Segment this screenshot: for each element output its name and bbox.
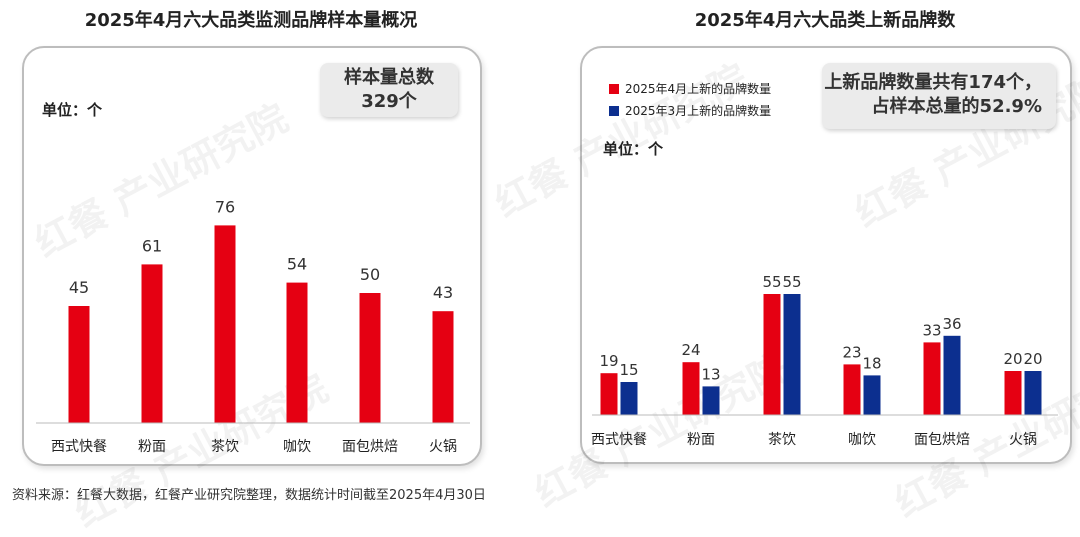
category-label: 面包烘焙 [342, 439, 398, 455]
category-label: 火锅 [1009, 432, 1037, 448]
bar [432, 311, 454, 423]
bar [141, 264, 163, 423]
bar-april [682, 362, 700, 415]
category-label: 咖饮 [848, 432, 876, 448]
chart1-title: 2025年4月六大品类监测品牌样本量概况 [84, 10, 418, 31]
legend-label: 2025年4月上新的品牌数量 [625, 82, 772, 96]
chart2-title: 2025年4月六大品类上新品牌数 [694, 10, 956, 31]
data-label: 33 [922, 321, 941, 339]
category-label: 粉面 [687, 432, 715, 448]
category-label: 火锅 [429, 439, 457, 455]
bar-april [600, 373, 618, 415]
source-note: 资料来源：红餐大数据，红餐产业研究院整理，数据统计时间截至2025年4月30日 [12, 488, 486, 503]
data-label: 76 [215, 197, 235, 216]
data-label: 20 [1023, 350, 1042, 368]
data-label: 24 [681, 341, 700, 359]
bar [359, 293, 381, 423]
data-label: 45 [69, 278, 89, 297]
bar-march [1024, 371, 1042, 415]
chart1-total-callout: 样本量总数 329个 [320, 63, 458, 117]
legend-label: 2025年3月上新的品牌数量 [625, 104, 772, 118]
bar-march [620, 382, 638, 415]
legend-item-april: 2025年4月上新的品牌数量 [609, 80, 771, 97]
bar-march [863, 375, 881, 415]
chart1-svg: 45 西式快餐 61 粉面 76 茶饮 54 咖饮 50 面包烘焙 43 火锅 [36, 197, 470, 455]
data-label: 61 [142, 236, 162, 255]
category-label: 西式快餐 [591, 432, 647, 448]
callout-line: 上新品牌数量共有174个， [824, 72, 1042, 93]
bar-march [783, 294, 801, 415]
legend-item-march: 2025年3月上新的品牌数量 [609, 102, 771, 119]
data-label: 43 [433, 283, 453, 302]
bar-march [943, 335, 961, 415]
data-label: 55 [782, 273, 801, 291]
data-label: 23 [842, 343, 861, 361]
bar-april [763, 294, 781, 415]
legend-swatch-red [609, 84, 619, 94]
category-label: 茶饮 [211, 439, 239, 455]
data-label: 19 [599, 352, 618, 370]
data-label: 18 [862, 354, 881, 372]
category-label: 粉面 [138, 439, 166, 455]
bar-april [923, 342, 941, 415]
data-label: 55 [762, 273, 781, 291]
chart2-unit-label: 单位：个 [603, 140, 664, 158]
bar-march [702, 386, 720, 415]
callout-line: 样本量总数 [344, 67, 434, 88]
category-label: 咖饮 [283, 439, 311, 455]
chart1-unit-label: 单位：个 [42, 101, 103, 119]
legend-swatch-blue [609, 106, 619, 116]
category-label: 西式快餐 [51, 439, 107, 455]
bar-april [1004, 371, 1022, 415]
bar [214, 225, 236, 423]
bar [286, 282, 308, 423]
bar [68, 306, 90, 423]
callout-line: 329个 [361, 91, 417, 112]
data-label: 54 [287, 255, 307, 274]
bar-april [843, 364, 861, 415]
data-label: 50 [360, 265, 380, 284]
data-label: 15 [619, 361, 638, 379]
data-label: 20 [1003, 350, 1022, 368]
chart2-summary-callout: 上新品牌数量共有174个， 占样本总量的52.9% [822, 63, 1056, 129]
data-label: 13 [701, 365, 720, 383]
callout-line: 占样本总量的52.9% [871, 96, 1042, 117]
category-label: 茶饮 [768, 432, 796, 448]
category-label: 面包烘焙 [914, 432, 970, 448]
data-label: 36 [942, 315, 961, 333]
